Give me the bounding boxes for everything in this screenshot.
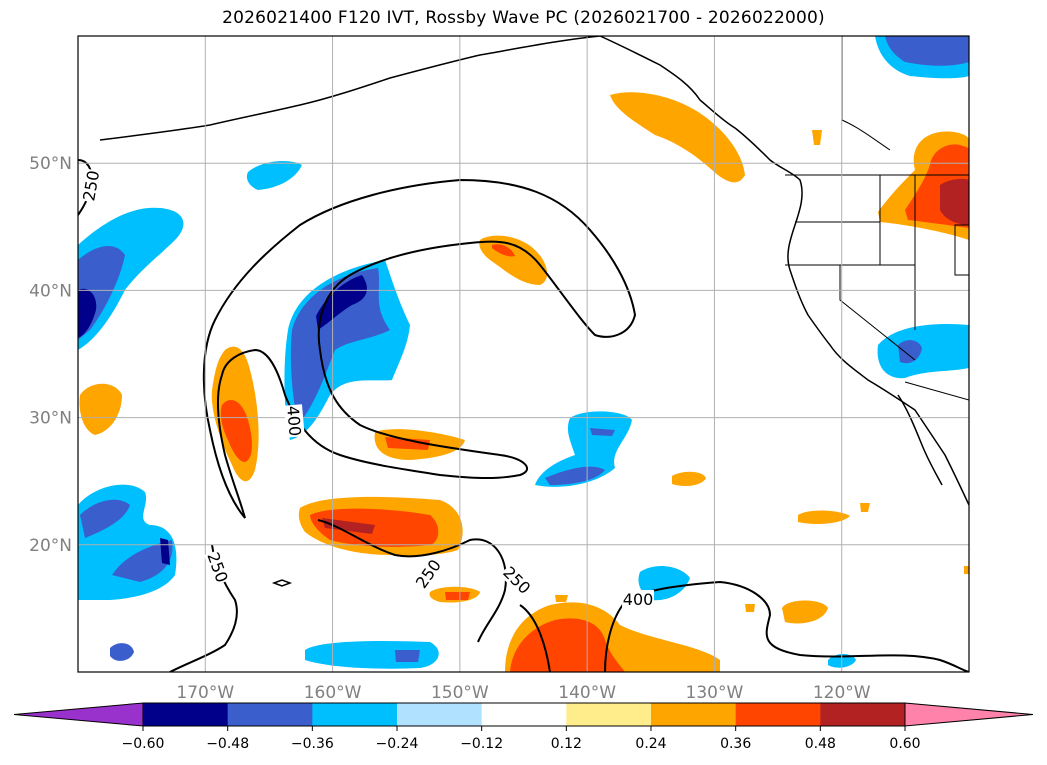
y-tick-labels: 20°N 30°N 40°N 50°N xyxy=(29,154,72,556)
colorbar-segment xyxy=(397,703,483,726)
colorbar-outline xyxy=(142,702,906,727)
colorbar-tick-labels: −0.60 −0.48 −0.36 −0.24 −0.12 0.12 0.24 0.36 0.4… xyxy=(122,726,921,752)
neg-region-central-east-core xyxy=(545,428,615,485)
contour-label-400: 400 xyxy=(283,405,305,437)
neg-region-socal-outer xyxy=(877,324,969,379)
x-tick-label: 160°W xyxy=(304,683,362,703)
pos-region-small-117w xyxy=(860,503,870,512)
neg-region-central-mid xyxy=(290,268,390,425)
colorbar-tick-label: −0.24 xyxy=(376,736,419,752)
neg-region-south-small xyxy=(110,643,134,661)
x-tick-label: 130°W xyxy=(686,683,744,703)
contour-label-400: 400 xyxy=(623,590,654,609)
y-tick-label: 20°N xyxy=(29,536,72,556)
ivt-contour-400-bc xyxy=(519,604,551,672)
pos-region-bc-small xyxy=(812,130,822,145)
y-tick-label: 30°N xyxy=(29,409,72,429)
contour-label-bg xyxy=(284,404,305,438)
pos-region-27n-150w-core xyxy=(385,437,430,450)
colorbar-segment xyxy=(312,703,398,726)
colorbar-segment xyxy=(735,703,821,726)
x-tick-label: 140°W xyxy=(558,683,616,703)
neg-region-west-edge xyxy=(78,207,184,350)
neg-region-northeast-core xyxy=(885,36,969,66)
border-nv-ca xyxy=(839,265,916,361)
pos-region-pnw-peak xyxy=(940,178,969,225)
chart-title: 2026021400 F120 IVT, Rossby Wave PC (202… xyxy=(222,8,825,28)
colorbar-segment xyxy=(481,703,567,726)
colorbar-segment xyxy=(566,703,652,726)
border-us-mexico xyxy=(904,381,969,401)
grid-lines xyxy=(78,36,969,672)
x-tick-labels: 170°W 160°W 150°W 140°W 130°W 120°W xyxy=(176,683,870,703)
pos-region-small-125w xyxy=(782,600,828,624)
border-ut xyxy=(954,224,969,276)
border-layer xyxy=(785,36,969,401)
colorbar-tick-label: 0.48 xyxy=(805,736,836,752)
colorbar-tick-label: 0.36 xyxy=(720,736,751,752)
pos-region-west-30n xyxy=(79,383,122,435)
colorbar-extend-low xyxy=(13,702,144,727)
y-tick-label: 50°N xyxy=(29,154,72,174)
coastline-north-america xyxy=(599,36,969,506)
contour-label-bg xyxy=(411,555,445,592)
contour-label-bg xyxy=(622,590,655,609)
colorbar xyxy=(13,702,1034,727)
coastline-baja xyxy=(897,394,943,486)
neg-region-central-core xyxy=(316,275,367,330)
coastline-alaska xyxy=(99,36,601,141)
pos-region-hawaii-north-core xyxy=(220,400,252,462)
neg-region-socal-core xyxy=(898,340,922,364)
pos-region-wave-crest-core xyxy=(492,244,515,257)
ivt-contour-layer xyxy=(78,159,969,672)
colorbar-segment xyxy=(820,703,906,726)
map-frame xyxy=(77,35,970,673)
pos-region-south-band-peak xyxy=(322,518,375,534)
pos-region-16n-152w-core xyxy=(445,592,470,600)
colorbar-segment xyxy=(143,703,229,726)
x-tick-label: 150°W xyxy=(431,683,489,703)
colorbar-segment xyxy=(651,703,737,726)
contour-label-bg xyxy=(499,562,535,598)
neg-region-west-edge-peak xyxy=(78,288,97,338)
colorbar-extend-high xyxy=(904,702,1034,727)
pos-region-small-133w xyxy=(672,471,706,486)
pos-region-small-129w xyxy=(745,604,755,612)
pos-region-small-115w xyxy=(964,566,969,574)
colorbar-tick-label: 0.60 xyxy=(889,736,920,752)
coastline-layer xyxy=(99,36,969,506)
pos-region-small-138w xyxy=(555,595,568,602)
ivt-contour-250-main xyxy=(202,178,637,519)
pos-region-south-band-core xyxy=(310,508,439,547)
colorbar-tick-label: −0.36 xyxy=(291,736,334,752)
colorbar-segment xyxy=(227,703,313,726)
contour-label-bg xyxy=(79,168,103,203)
neg-region-north-small xyxy=(246,160,302,190)
ivt-contour-250-south-band xyxy=(317,519,507,643)
y-tick-label: 40°N xyxy=(29,281,72,301)
colorbar-tick-label: −0.60 xyxy=(122,736,165,752)
ivt-contour-small-ring xyxy=(271,579,293,587)
colorbar-tick-label: 0.12 xyxy=(551,736,582,752)
neg-region-bottom-band-core xyxy=(395,650,420,662)
x-tick-label: 120°W xyxy=(813,683,871,703)
colorbar-tick-label: −0.12 xyxy=(460,736,503,752)
contour-label-bg xyxy=(204,549,232,586)
colorbar-tick-label: −0.48 xyxy=(206,736,249,752)
x-tick-label: 170°W xyxy=(176,683,234,703)
pos-region-bc-coast xyxy=(610,92,745,183)
colorbar-tick-label: 0.24 xyxy=(635,736,666,752)
neg-region-southwest-core xyxy=(80,499,173,582)
pos-region-small-122w xyxy=(798,510,850,524)
